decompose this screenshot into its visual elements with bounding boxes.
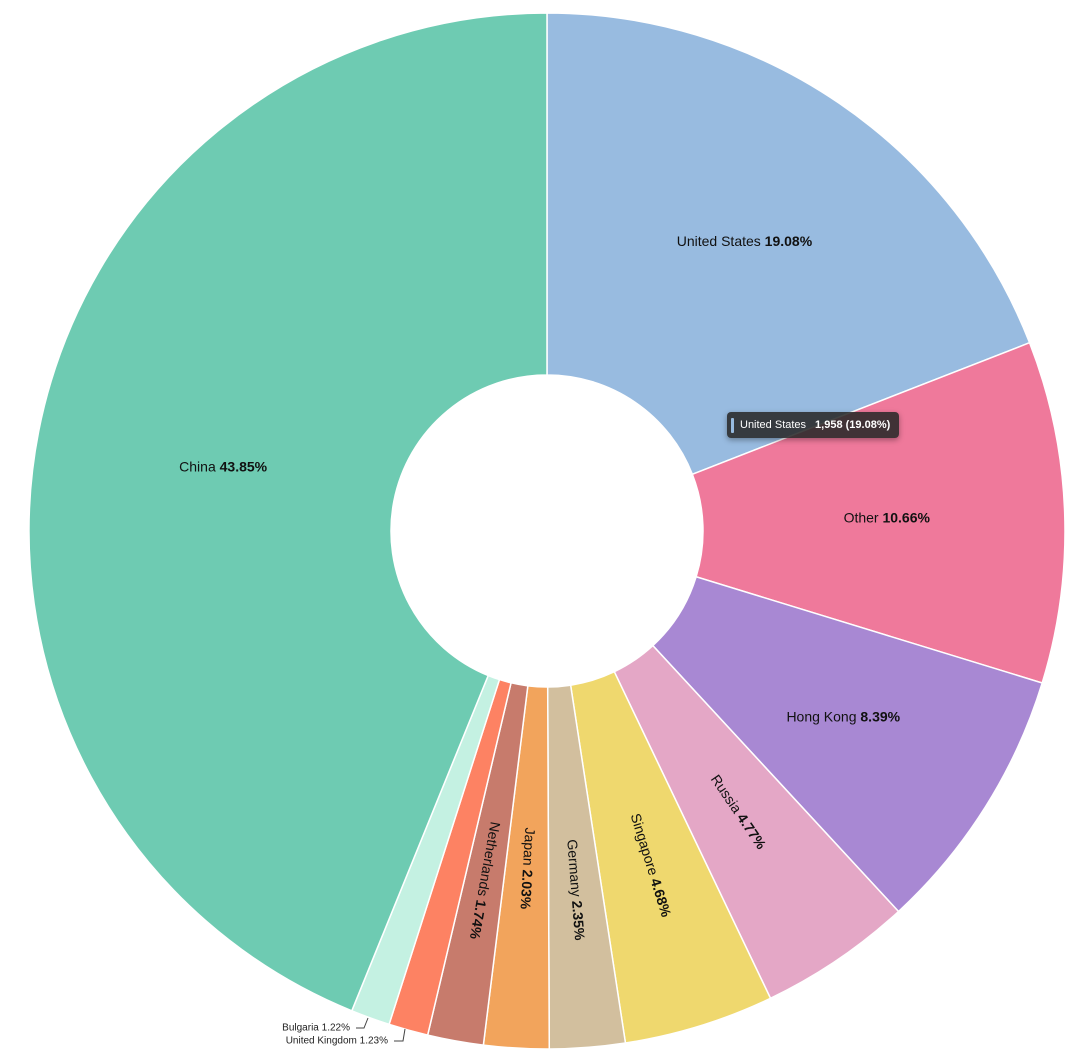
slice-label-other: Other 10.66% — [844, 509, 931, 525]
slice-label-united-states: United States 19.08% — [677, 233, 813, 249]
tooltip-value: 1,958 (19.08%) — [815, 419, 891, 431]
tooltip-color-swatch — [731, 417, 734, 433]
chart-tooltip: United States 1,958 (19.08%) — [727, 412, 900, 438]
slice-china[interactable] — [28, 12, 548, 1012]
slice-hong-kong[interactable] — [651, 575, 1044, 913]
slice-united-states[interactable] — [546, 12, 1031, 476]
slice-label-china: China 43.85% — [179, 458, 268, 474]
slice-label-japan: Japan 2.03% — [518, 827, 539, 910]
leader-line-bulgaria — [356, 1017, 369, 1029]
slice-label-united-kingdom: United Kingdom 1.23% — [286, 1036, 388, 1047]
slice-label-germany: Germany 2.35% — [564, 839, 588, 942]
slice-other[interactable] — [691, 341, 1066, 684]
tooltip-label: United States — [740, 419, 807, 431]
slice-label-bulgaria: Bulgaria 1.22% — [282, 1023, 350, 1034]
slice-label-hong-kong: Hong Kong 8.39% — [786, 708, 900, 724]
leader-line-united-kingdom — [394, 1028, 406, 1042]
